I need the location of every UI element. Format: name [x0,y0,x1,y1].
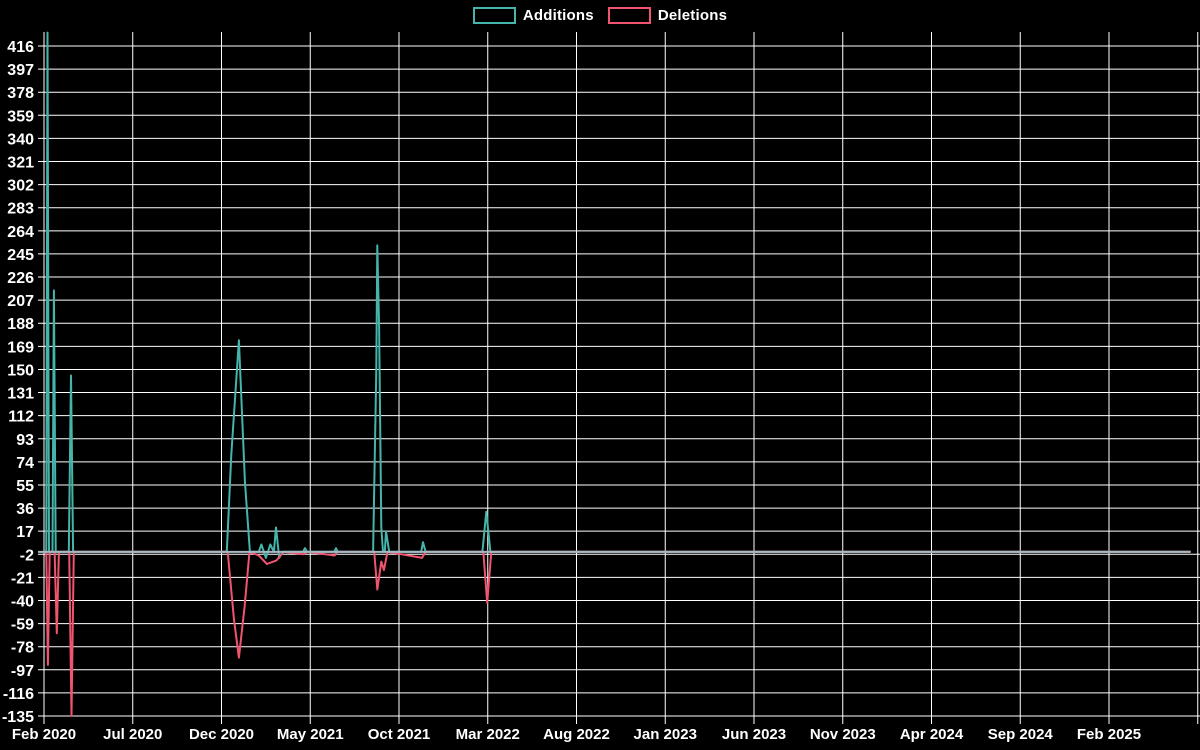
y-tick-label: 112 [8,409,34,426]
horizontal-gridlines [38,45,1200,717]
x-tick-label: Feb 2020 [12,726,76,743]
legend-item-additions[interactable]: Additions [472,7,594,24]
y-tick-label: 131 [7,386,34,403]
deletions-swatch-icon [607,7,651,24]
y-tick-label: -21 [11,570,34,587]
y-tick-label: -2 [20,547,34,564]
y-tick-label: 378 [7,85,34,102]
additions-swatch-icon [472,7,516,24]
additions-line [44,31,1191,559]
x-tick-label: Dec 2020 [189,726,254,743]
y-tick-label: -40 [11,593,34,610]
legend-item-deletions[interactable]: Deletions [607,7,728,24]
x-tick-label: Feb 2025 [1077,726,1141,743]
chart-legend: Additions Deletions [0,7,1200,24]
x-tick-label: Jun 2023 [722,726,786,743]
y-tick-label: 245 [7,247,34,264]
x-tick-label: Nov 2023 [810,726,876,743]
y-tick-label: 302 [7,178,34,195]
y-tick-label: 397 [7,62,34,79]
y-tick-label: -135 [2,709,34,726]
y-tick-label: 226 [7,270,34,287]
deletions-line [44,550,1191,717]
y-tick-label: -59 [11,617,34,634]
y-tick-label: 340 [7,131,34,148]
y-tick-label: 17 [16,524,34,541]
y-tick-label: 283 [7,201,34,218]
y-tick-label: 169 [7,339,34,356]
y-tick-label: 93 [16,432,34,449]
y-tick-label: -97 [11,663,34,680]
y-tick-label: 207 [7,293,34,310]
y-tick-label: 321 [7,155,34,172]
y-tick-label: 36 [16,501,34,518]
y-tick-label: -78 [11,640,34,657]
y-tick-label: 55 [16,478,34,495]
y-tick-label: 188 [7,316,34,333]
y-tick-label: -116 [3,686,34,703]
x-tick-label: Oct 2021 [368,726,431,743]
y-tick-label: 264 [7,224,34,241]
y-tick-label: 416 [7,39,34,56]
legend-label-deletions: Deletions [657,7,728,24]
x-tick-label: Aug 2022 [543,726,610,743]
x-tick-label: May 2021 [277,726,344,743]
y-tick-label: 74 [16,455,34,472]
y-tick-label: 150 [7,362,34,379]
legend-label-additions: Additions [522,7,594,24]
vertical-gridlines [43,32,1199,724]
x-tick-label: Jan 2023 [634,726,697,743]
x-tick-label: Jul 2020 [103,726,162,743]
x-tick-label: Sep 2024 [988,726,1054,743]
x-tick-label: Mar 2022 [456,726,520,743]
y-tick-label: 359 [7,108,34,125]
x-tick-label: Apr 2024 [900,726,964,743]
